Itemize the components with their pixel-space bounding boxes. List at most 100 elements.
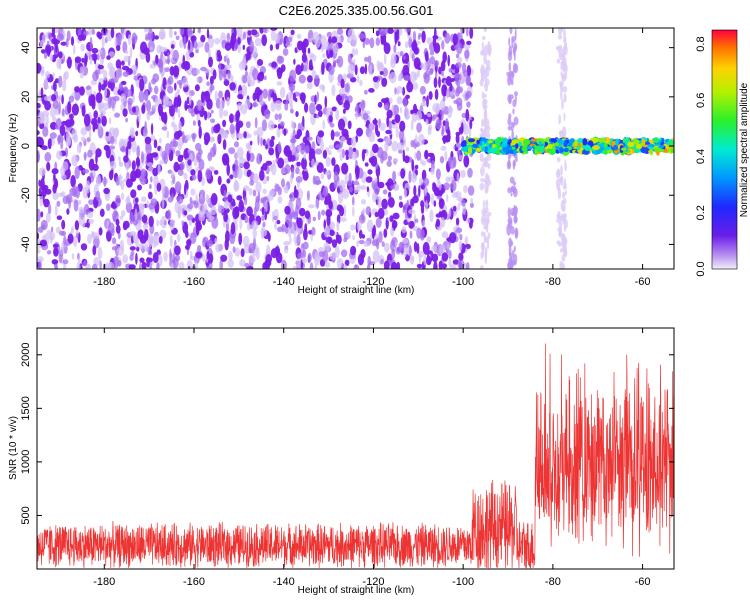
noise-blob [302,241,309,250]
noise-blob [362,40,365,49]
noise-blob [395,35,399,40]
noise-blob [455,42,463,55]
noise-blob [106,55,111,60]
noise-blob [217,203,221,213]
noise-blob [131,160,136,171]
signal-blob [530,138,538,142]
noise-blob [99,208,105,217]
noise-blob [328,115,333,123]
figure-title: C2E6.2025.335.00.56.G01 [279,3,434,18]
noise-blob [426,113,432,118]
noise-blob [354,186,359,194]
noise-blob [433,77,438,89]
colorbar-tick-label: 0.0 [695,261,707,276]
noise-blob [413,241,418,253]
noise-blob [197,41,204,48]
noise-blob [89,36,93,50]
noise-blob [409,244,412,257]
noise-blob [214,37,221,45]
noise-blob [413,185,417,197]
noise-blob [148,235,155,244]
artifact-blob [508,244,512,256]
noise-blob [145,142,152,155]
signal-blob [536,146,544,153]
noise-blob [193,157,198,167]
noise-blob [254,37,262,47]
noise-blob [160,215,167,229]
signal-blob [526,146,533,150]
noise-blob [37,248,41,254]
noise-blob [88,130,92,140]
noise-blob [396,85,403,94]
noise-blob [398,241,405,253]
noise-blob [357,253,364,266]
noise-blob [393,44,397,54]
noise-blob [296,233,301,247]
noise-blob [450,179,457,192]
noise-blob [244,196,248,206]
noise-blob [405,28,411,32]
noise-blob [277,157,285,169]
noise-blob [435,119,442,130]
noise-blob [70,36,75,46]
noise-blob [314,180,322,185]
noise-blob [40,211,44,218]
noise-blob [37,118,44,122]
noise-blob [399,51,404,57]
noise-blob [202,253,206,262]
noise-blob [44,100,51,111]
noise-blob [455,97,463,106]
noise-blob [195,251,203,259]
x-tick-label: -180 [93,276,115,288]
noise-blob [377,138,384,143]
noise-blob [132,93,136,103]
artifact-blob [563,28,566,38]
x-tick-label: -180 [93,576,115,588]
noise-blob [198,159,205,171]
noise-blob [259,94,264,106]
signal-blob [649,148,653,156]
noise-blob [140,168,147,178]
signal-blob [577,138,583,144]
artifact-blob [562,191,566,199]
noise-blob [350,245,357,256]
noise-blob [382,189,388,195]
noise-blob [173,136,176,148]
signal-blob [515,143,519,149]
noise-blob [438,198,445,210]
noise-blob [61,219,66,230]
noise-blob [373,194,379,200]
noise-blob [284,245,289,254]
noise-blob [306,82,313,90]
noise-blob [181,131,185,144]
noise-blob [93,236,100,249]
noise-blob [245,142,251,150]
noise-blob [163,111,168,125]
noise-blob [61,230,67,237]
noise-blob [37,130,40,136]
noise-blob [322,186,329,195]
noise-blob [438,76,441,88]
noise-blob [378,254,385,265]
noise-blob [108,145,116,150]
noise-blob [60,246,64,256]
noise-blob [325,109,329,118]
noise-blob [39,39,45,48]
noise-blob [336,258,344,269]
artifact-blob [560,89,563,101]
noise-blob [381,77,388,87]
noise-blob [223,70,227,82]
noise-blob [326,31,332,38]
noise-blob [252,68,259,81]
noise-blob [252,102,259,108]
noise-blob [463,43,471,50]
noise-blob [200,91,205,103]
noise-blob [378,231,383,243]
noise-blob [104,86,108,97]
noise-blob [244,262,250,268]
noise-blob [197,148,203,156]
noise-blob [368,88,375,93]
noise-blob [356,220,362,232]
noise-blob [195,193,198,204]
artifact-blob [511,211,516,216]
